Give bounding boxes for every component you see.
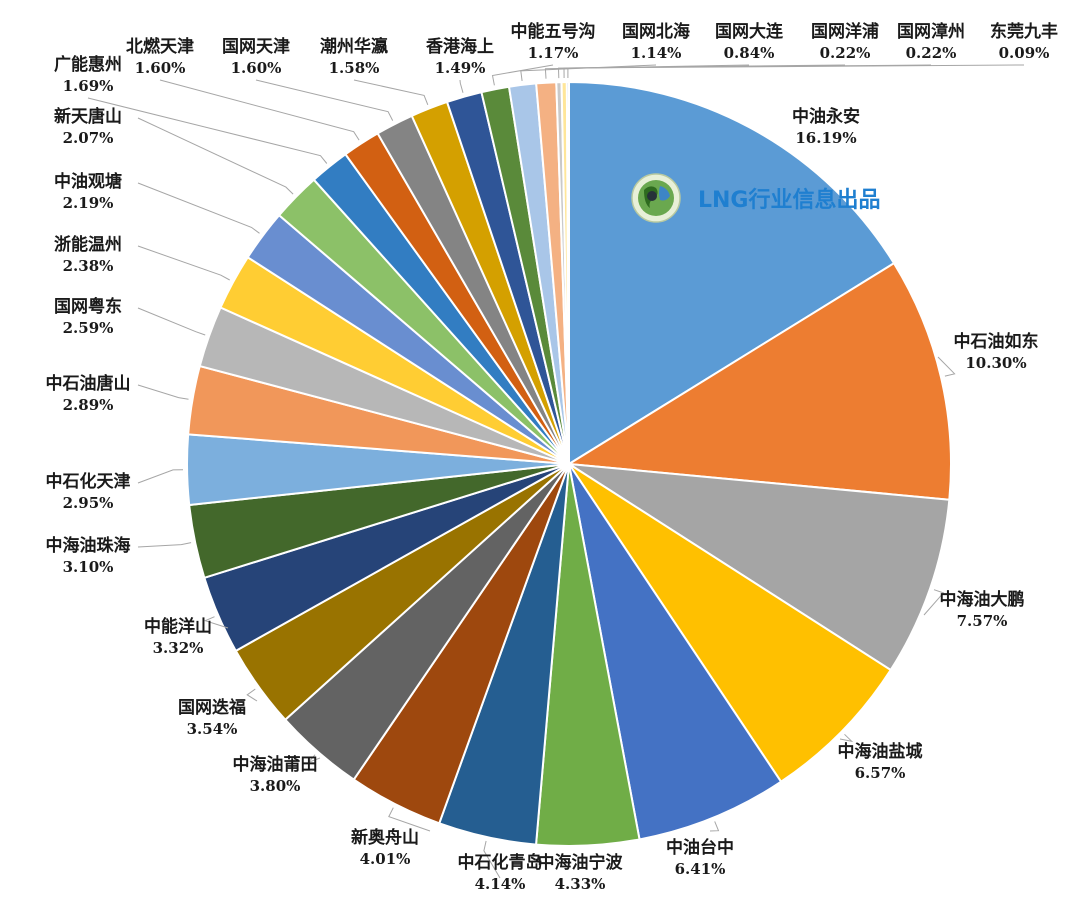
leader-line <box>520 64 657 81</box>
watermark: LNG行业信息出品 <box>631 173 881 223</box>
slice-label-value: 10.30% <box>965 354 1026 372</box>
slice-label-value: 2.95% <box>63 494 114 512</box>
slice-label-value: 1.58% <box>329 59 380 77</box>
slice-label-value: 4.33% <box>555 875 606 893</box>
slice-label-name: 中海油大鹏 <box>940 589 1025 610</box>
slice-label-name: 国网漳州 <box>897 21 965 42</box>
slice-label-value: 3.32% <box>153 639 204 657</box>
leader-line <box>137 307 206 336</box>
slice-label-value: 3.10% <box>63 558 114 576</box>
slice-label-value: 16.19% <box>795 129 856 147</box>
slice-label-value: 3.54% <box>187 720 238 738</box>
leader-line <box>709 821 720 832</box>
leader-line <box>491 64 554 86</box>
leader-line <box>137 542 192 548</box>
leader-line <box>137 117 294 195</box>
leader-line <box>203 616 229 629</box>
leader-lines <box>87 64 1025 879</box>
slice-label-value: 2.38% <box>63 257 114 275</box>
leader-line <box>937 356 956 377</box>
pie-slice <box>568 463 951 672</box>
slice-label-value: 4.14% <box>475 875 526 893</box>
slice-label-value: 6.57% <box>855 764 906 782</box>
leader-line <box>388 807 431 832</box>
slice-label-value: 2.19% <box>63 194 114 212</box>
slice-label-name: 新天唐山 <box>54 106 122 127</box>
slice-label-name: 香港海上 <box>426 36 494 57</box>
leader-line <box>137 384 189 400</box>
slice-label-value: 1.17% <box>528 44 579 62</box>
slice-label-value: 0.84% <box>724 44 775 62</box>
leader-line <box>567 64 1025 78</box>
leader-line <box>87 97 328 164</box>
slice-label-name: 北燃天津 <box>126 36 194 57</box>
slice-label-value: 1.49% <box>435 59 486 77</box>
slice-label-value: 2.59% <box>63 319 114 337</box>
slice-label-value: 2.07% <box>63 129 114 147</box>
slice-label-name: 中石化青岛 <box>458 852 543 873</box>
slice-label-name: 国网大连 <box>715 21 784 42</box>
leader-line <box>255 79 394 121</box>
leader-line <box>137 245 230 281</box>
slice-label-name: 新奥舟山 <box>351 827 419 848</box>
slice-label-value: 6.41% <box>675 860 726 878</box>
globe-icon <box>631 173 681 223</box>
slice-label-name: 中油永安 <box>792 106 860 127</box>
leader-line <box>483 840 501 879</box>
slice-label-name: 中石油唐山 <box>46 373 131 394</box>
slice-label-value: 0.22% <box>820 44 871 62</box>
leader-line <box>923 589 945 616</box>
slice-label-name: 中海油莆田 <box>233 754 318 775</box>
slice-label-value: 7.57% <box>957 612 1008 630</box>
slice-label-name: 东莞九丰 <box>990 21 1058 42</box>
slice-label-value: 1.14% <box>631 44 682 62</box>
slice-label-name: 国网天津 <box>222 36 290 57</box>
slice-label-name: 中石油如东 <box>954 331 1039 352</box>
slice-label-name: 国网洋浦 <box>811 21 879 42</box>
leader-line <box>308 754 321 763</box>
slice-label-name: 中海油珠海 <box>46 535 131 556</box>
slice-label-value: 4.01% <box>360 850 411 868</box>
slice-label-name: 浙能温州 <box>54 234 122 255</box>
leader-line <box>137 182 260 234</box>
slice-label-name: 广能惠州 <box>54 54 122 75</box>
slice-label-value: 1.60% <box>231 59 282 77</box>
slice-labels: 中油永安 16.19% 中石油如东 10.30% 中海油大鹏 7.57% 中海油盐城 6.57… <box>46 21 1059 893</box>
leader-line <box>246 688 258 702</box>
leader-line <box>353 79 429 105</box>
slice-label-name: 中能五号沟 <box>511 21 596 42</box>
slice-label-value: 1.69% <box>63 77 114 95</box>
slice-label-value: 0.22% <box>906 44 957 62</box>
slice-label-name: 国网北海 <box>622 21 690 42</box>
slice-label-name: 国网粤东 <box>54 296 122 317</box>
pie-slice <box>565 80 570 465</box>
leader-line <box>137 469 184 484</box>
slice-label-name: 中油台中 <box>666 837 734 858</box>
slice-label-name: 国网迭福 <box>178 697 246 718</box>
slice-label-value: 1.60% <box>135 59 186 77</box>
leader-line <box>839 733 854 743</box>
slice-label-name: 中石化天津 <box>46 471 131 492</box>
slice-label-name: 中能洋山 <box>144 616 212 637</box>
slice-label-value: 3.80% <box>250 777 301 795</box>
pie-slice <box>565 261 952 501</box>
pie-slices <box>185 80 952 847</box>
slice-label-value: 2.89% <box>63 396 114 414</box>
slice-label-name: 中海油盐城 <box>838 741 923 762</box>
watermark-text: LNG行业信息出品 <box>698 187 881 213</box>
pie-slice <box>568 463 893 784</box>
slice-label-name: 中海油宁波 <box>538 852 624 873</box>
slice-label-name: 中油观塘 <box>54 171 122 192</box>
leader-line <box>159 79 360 141</box>
leader-line <box>459 79 464 93</box>
leader-line <box>544 64 750 79</box>
slice-label-name: 潮州华瀛 <box>320 36 388 57</box>
slice-label-value: 0.09% <box>999 44 1050 62</box>
